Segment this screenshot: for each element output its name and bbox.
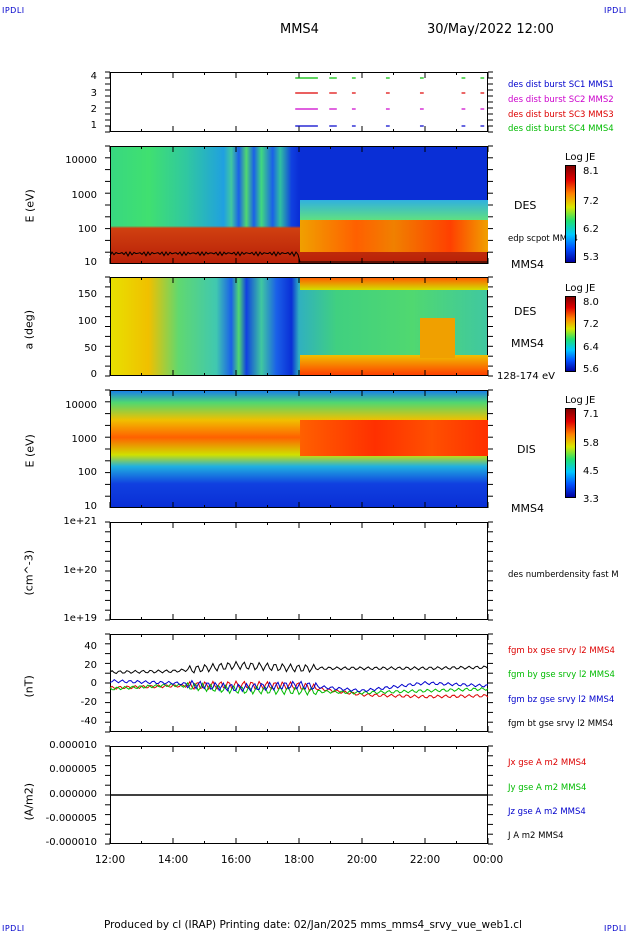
des-mid-band <box>300 200 488 220</box>
p3-cb-tick: 8.0 <box>583 297 599 308</box>
p4-cb-tick: 3.3 <box>583 494 599 505</box>
p4-ytick: 10000 <box>65 400 97 411</box>
p2-cb-tick: 6.2 <box>583 224 599 235</box>
p4-sc: MMS4 <box>511 502 544 515</box>
burst-legend-mms4: des dist burst SC4 MMS4 <box>508 124 614 134</box>
p2-cb-tick: 5.3 <box>583 252 599 263</box>
p7-ytick: -0.000010 <box>45 837 97 848</box>
fgm-series-line <box>109 679 489 693</box>
p6-ytick: 20 <box>84 660 97 671</box>
fgm-legend-bt: fgm bt gse srvy l2 MMS4 <box>508 719 614 729</box>
p2-ytick: 1000 <box>71 190 97 201</box>
p2-ytick: 100 <box>77 224 97 235</box>
burst-legend-mms2: des dist burst SC2 MMS2 <box>508 95 614 105</box>
p1-ytick: 3 <box>90 88 97 99</box>
burst-legend-mms1: des dist burst SC1 MMS1 <box>508 80 614 90</box>
p4-colorbar <box>565 408 576 498</box>
p2-ytick: 10 <box>84 257 97 268</box>
p4-ytick: 1000 <box>71 434 97 445</box>
des-hot-band <box>300 220 488 252</box>
pa-high-band <box>300 278 488 290</box>
x-tick: 20:00 <box>346 854 378 866</box>
x-tick: 18:00 <box>283 854 315 866</box>
p2-scpot-label: edp scpot MMS4 <box>508 234 578 244</box>
p3-cb-title: Log JE <box>565 283 596 294</box>
x-tick: 14:00 <box>157 854 189 866</box>
p4-cb-tick: 7.1 <box>583 409 599 420</box>
p3-energy-range: 128-174 eV <box>497 371 555 382</box>
j-legend-z: Jz gse A m2 MMS4 <box>508 807 586 817</box>
p6-ytick: 0 <box>90 678 97 689</box>
p1-ytick: 1 <box>90 120 97 131</box>
p4-cb-title: Log JE <box>565 395 596 406</box>
scpot-line <box>109 251 488 263</box>
p4-ytick: 100 <box>77 467 97 478</box>
x-tick: 16:00 <box>220 854 252 866</box>
p6-ytick: -40 <box>80 716 97 727</box>
p4-cb-tick: 4.5 <box>583 466 599 477</box>
pa-patch <box>420 318 455 358</box>
p5-ytick: 1e+20 <box>63 565 97 576</box>
dis-hot-band <box>300 420 488 456</box>
p2-cb-tick: 7.2 <box>583 196 599 207</box>
p3-cb-tick: 6.4 <box>583 342 599 353</box>
p3-cb-tick: 7.2 <box>583 319 599 330</box>
p3-ytick: 100 <box>77 316 97 327</box>
p4-ytick: 10 <box>84 501 97 512</box>
p7-ytick: 0.000010 <box>49 740 97 751</box>
p7-ytick: -0.000005 <box>45 813 97 824</box>
p5-ytick: 1e+19 <box>63 613 97 624</box>
spacecraft-title: MMS4 <box>280 22 319 37</box>
corner-tag-top-right: IPDLI <box>604 6 627 15</box>
p5-legend: des numberdensity fast M <box>508 570 619 580</box>
p3-instrument: DES <box>514 305 537 318</box>
datetime-title: 30/May/2022 12:00 <box>427 22 554 37</box>
p6-ytick: -20 <box>80 697 97 708</box>
corner-tag-bottom-right: IPDLI <box>604 924 627 933</box>
p2-colorbar <box>565 165 576 263</box>
p3-ytick: 150 <box>77 289 97 300</box>
corner-tag-bottom-left: IPDLI <box>2 924 25 933</box>
fgm-legend-bx: fgm bx gse srvy l2 MMS4 <box>508 646 615 656</box>
p1-ytick: 2 <box>90 104 97 115</box>
fgm-legend-by: fgm by gse srvy l2 MMS4 <box>508 670 615 680</box>
p2-cb-title: Log JE <box>565 152 596 163</box>
p3-cb-tick: 5.6 <box>583 364 599 375</box>
corner-tag-top-left: IPDLI <box>2 6 25 15</box>
p2-sc: MMS4 <box>511 258 544 271</box>
j-legend-x: Jx gse A m2 MMS4 <box>508 758 587 768</box>
j-legend-total: J A m2 MMS4 <box>508 831 564 841</box>
p4-instrument: DIS <box>517 443 536 456</box>
p3-sc: MMS4 <box>511 337 544 350</box>
p2-cb-tick: 8.1 <box>583 166 599 177</box>
fgm-legend-bz: fgm bz gse srvy l2 MMS4 <box>508 695 615 705</box>
p7-ytick: 0.000005 <box>49 764 97 775</box>
p3-ytick: 0 <box>90 369 97 380</box>
p1-ytick: 4 <box>90 71 97 82</box>
pa-low-band <box>300 355 488 375</box>
x-tick: 22:00 <box>409 854 441 866</box>
j-legend-y: Jy gse A m2 MMS4 <box>508 783 587 793</box>
x-tick: 12:00 <box>94 854 126 866</box>
p2-instrument: DES <box>514 199 537 212</box>
footer-credit: Produced by cl (IRAP) Printing date: 02/… <box>104 919 522 931</box>
p3-ytick: 50 <box>84 343 97 354</box>
p4-cb-tick: 5.8 <box>583 438 599 449</box>
p3-colorbar <box>565 296 576 372</box>
p5-ytick: 1e+21 <box>63 516 97 527</box>
p6-ytick: 40 <box>84 641 97 652</box>
p7-ytick: 0.000000 <box>49 789 97 800</box>
p2-ytick: 10000 <box>65 155 97 166</box>
x-tick: 00:00 <box>472 854 504 866</box>
fgm-series-line <box>109 660 489 675</box>
burst-legend-mms3: des dist burst SC3 MMS3 <box>508 110 614 120</box>
